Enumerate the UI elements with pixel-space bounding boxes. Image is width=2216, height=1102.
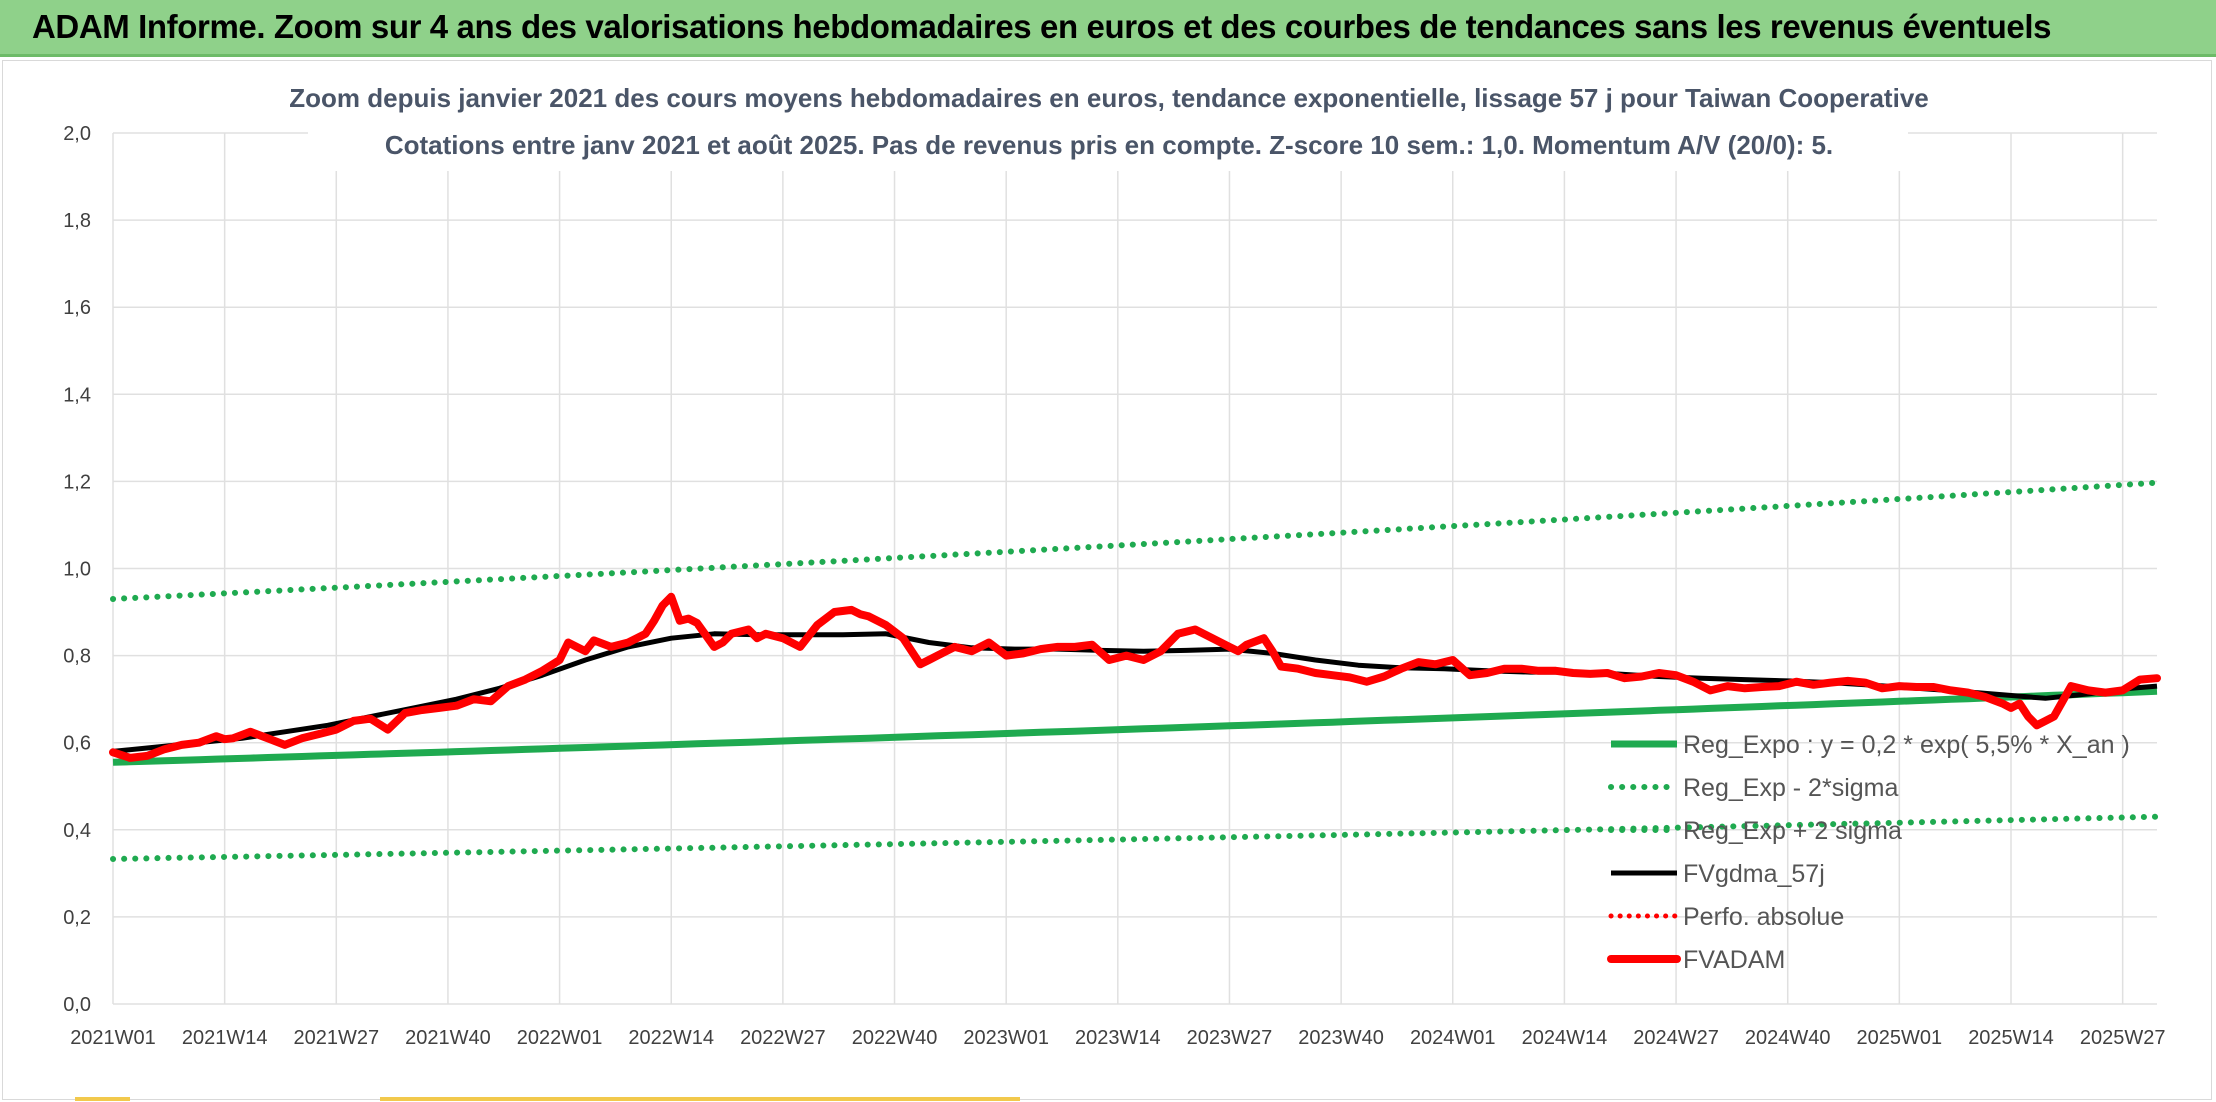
header-banner: ADAM Informe. Zoom sur 4 ans des valoris… <box>0 0 2216 57</box>
y-tick-label: 1,2 <box>63 471 91 493</box>
series-line-reg-exp-2-sigma <box>110 813 2160 862</box>
series-line-fvadam <box>109 592 2161 762</box>
x-tick-label: 2023W27 <box>1187 1027 1273 1049</box>
legend-label-fvgdma-57j: FVgdma_57j <box>1683 860 1825 888</box>
legend-label-reg-expo-y-0-2-exp-5-5-x-an: Reg_Expo : y = 0,2 * exp( 5,5% * X_an ) <box>1683 731 2130 759</box>
y-tick-label: 1,0 <box>63 559 91 581</box>
y-tick-label: 0,4 <box>63 820 91 842</box>
line-chart: 0,0 0,2 0,4 0,6 0,8 1,0 1,2 1,4 1,6 1,8 2,0 2021W0… <box>63 61 2165 1049</box>
x-tick-label: 2025W14 <box>1968 1027 2054 1049</box>
x-tick-label: 2024W40 <box>1745 1027 1831 1049</box>
x-tick-label: 2022W27 <box>740 1027 826 1049</box>
x-tick-label: 2023W01 <box>963 1027 1049 1049</box>
x-axis: 2021W01 2021W14 2021W27 2021W40 2022W01 2022W… <box>70 1027 2165 1049</box>
series-layer <box>109 479 2161 862</box>
banner-title: ADAM Informe. Zoom sur 4 ans des valoris… <box>32 8 2052 45</box>
x-tick-label: 2025W01 <box>1857 1027 1943 1049</box>
x-tick-label: 2022W40 <box>852 1027 938 1049</box>
x-tick-label: 2024W27 <box>1633 1027 1719 1049</box>
y-tick-label: 1,8 <box>63 210 91 232</box>
x-tick-label: 2023W14 <box>1075 1027 1161 1049</box>
y-axis: 0,0 0,2 0,4 0,6 0,8 1,0 1,2 1,4 1,6 1,8 2,0 <box>63 123 91 1016</box>
x-tick-label: 2022W14 <box>628 1027 714 1049</box>
x-tick-label: 2021W01 <box>70 1027 156 1049</box>
x-tick-label: 2024W14 <box>1522 1027 1608 1049</box>
chart-frame: 0,0 0,2 0,4 0,6 0,8 1,0 1,2 1,4 1,6 1,8 2,0 2021W0… <box>2 60 2212 1100</box>
x-tick-label: 2024W01 <box>1410 1027 1496 1049</box>
chart-title-line-2: Cotations entre janv 2021 et août 2025. … <box>385 130 1833 160</box>
x-tick-label: 2021W14 <box>182 1027 268 1049</box>
y-tick-label: 0,0 <box>63 994 91 1016</box>
series-line-reg-expo-y-0-2-exp-5-5-x-an <box>112 687 2158 766</box>
x-tick-label: 2025W27 <box>2080 1027 2166 1049</box>
legend-label-reg-exp-2-sigma: Reg_Exp + 2 sigma <box>1683 817 1902 845</box>
legend-label-perfo-absolue: Perfo. absolue <box>1683 903 1844 931</box>
x-tick-label: 2023W40 <box>1298 1027 1384 1049</box>
legend-label-fvadam: FVADAM <box>1683 946 1785 974</box>
y-tick-label: 0,8 <box>63 646 91 668</box>
legend: Reg_Expo : y = 0,2 * exp( 5,5% * X_an ) R… <box>1607 731 2130 974</box>
y-tick-label: 1,4 <box>63 384 91 406</box>
y-tick-label: 2,0 <box>63 123 91 145</box>
x-tick-label: 2021W27 <box>293 1027 379 1049</box>
chart-title: Zoom depuis janvier 2021 des cours moyen… <box>289 61 1929 171</box>
legend-label-reg-exp-2-sigma: Reg_Exp - 2*sigma <box>1683 774 1898 802</box>
y-tick-label: 0,6 <box>63 733 91 755</box>
x-tick-label: 2021W40 <box>405 1027 491 1049</box>
bottom-accent-1 <box>75 1097 130 1101</box>
series-line-reg-exp-2-sigma <box>110 479 2160 602</box>
bottom-accent-2 <box>380 1097 1020 1101</box>
y-tick-label: 1,6 <box>63 297 91 319</box>
x-tick-label: 2022W01 <box>517 1027 603 1049</box>
chart-title-line-1: Zoom depuis janvier 2021 des cours moyen… <box>289 83 1929 113</box>
y-tick-label: 0,2 <box>63 907 91 929</box>
